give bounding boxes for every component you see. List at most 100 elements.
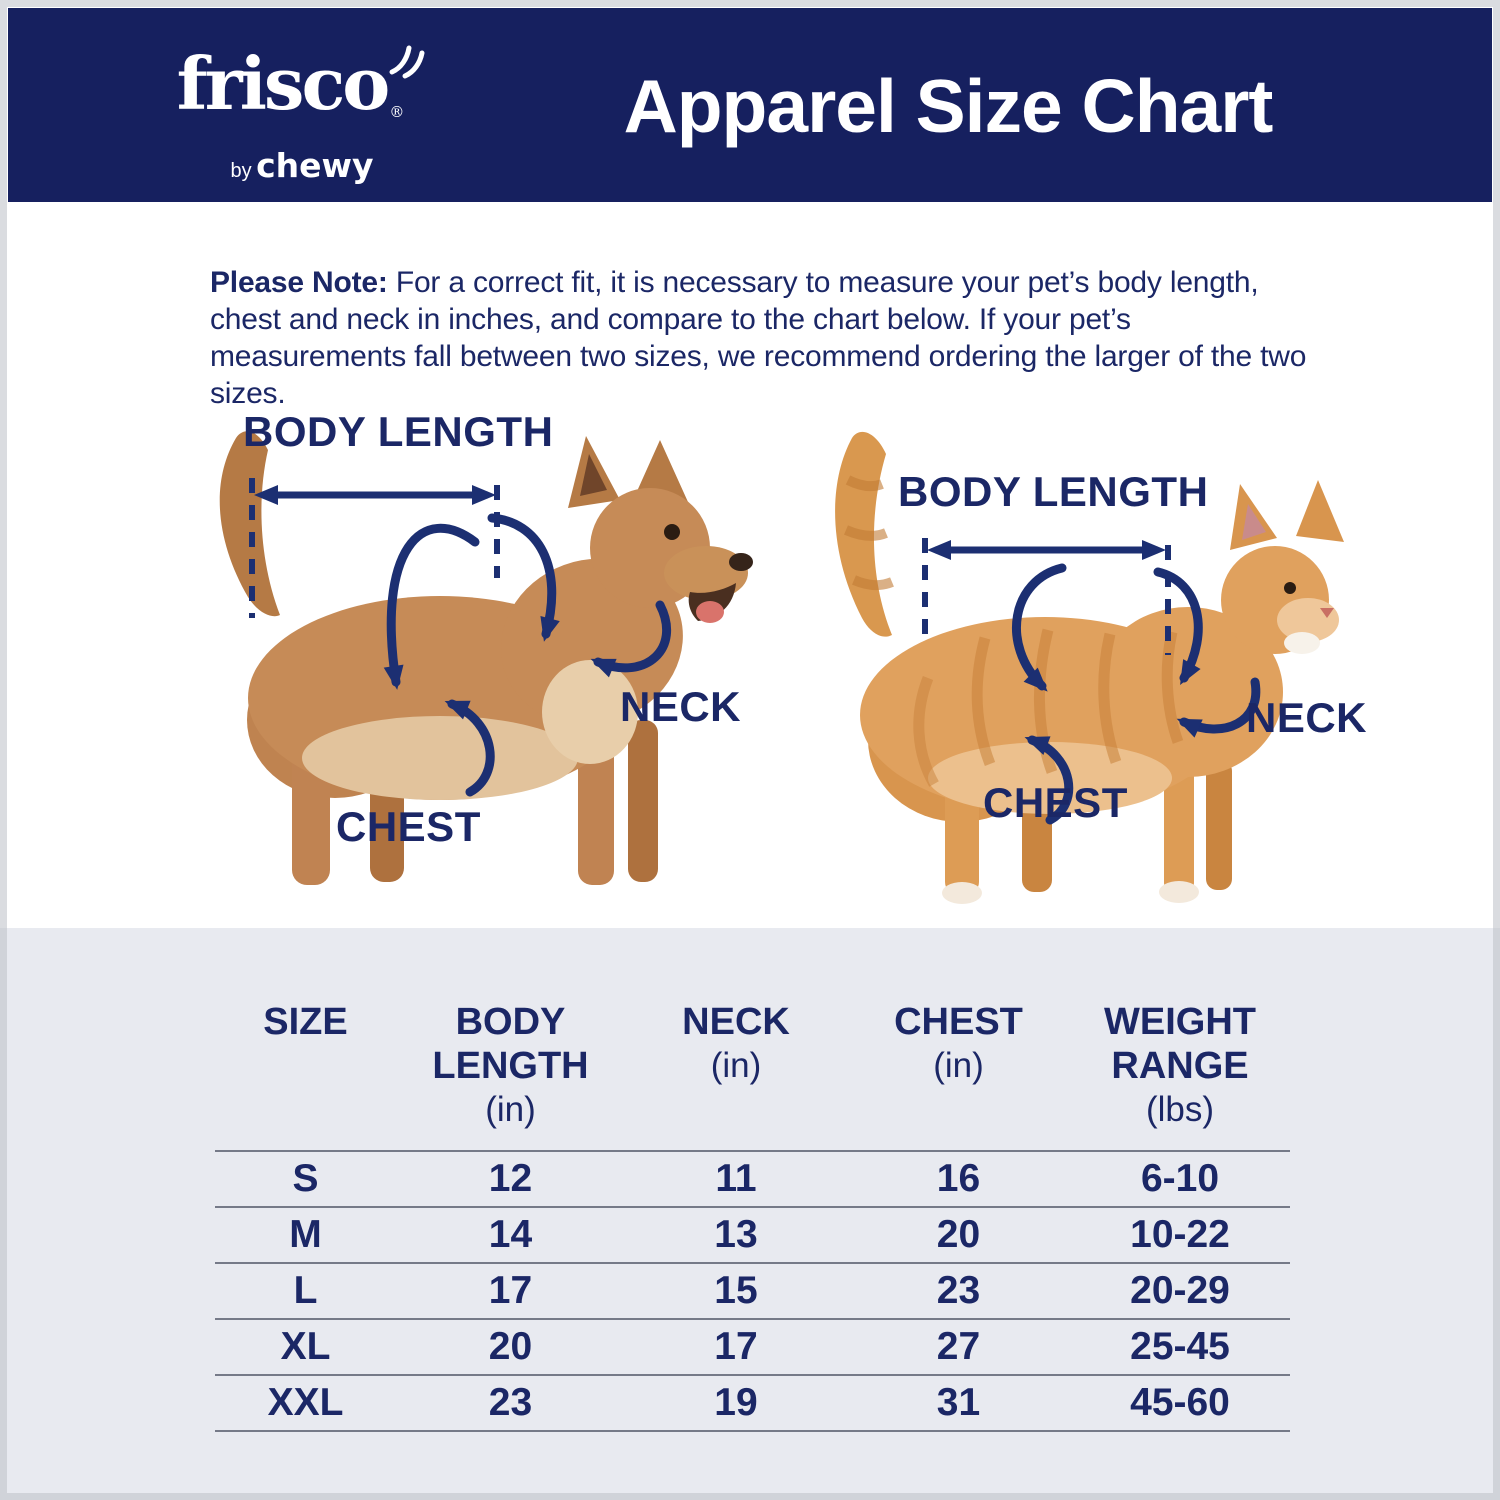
cell-body-length: 14	[488, 1213, 533, 1256]
size-table-body: S 12 11 16 6-10 M 14 13 20 10-22 L 17 15…	[215, 1150, 1290, 1432]
cell-chest: 16	[936, 1157, 981, 1200]
dog-tail	[219, 431, 280, 617]
table-row: M 14 13 20 10-22	[215, 1206, 1290, 1262]
cat-body-stripe-2	[1033, 628, 1058, 774]
cat-neck-label: NECK	[1246, 694, 1368, 741]
cat-haunch-stripe	[913, 676, 939, 787]
byline-prefix: by	[230, 160, 252, 182]
note-paragraph: Please Note: For a correct fit, it is ne…	[210, 264, 1315, 412]
cell-weight-range: 20-29	[1130, 1269, 1230, 1312]
size-table: SIZE BODY LENGTH (in) NECK (in) CHEST (in) …	[215, 1000, 1290, 1432]
cell-body-length: 20	[488, 1325, 533, 1368]
page-title: Apparel Size Chart	[623, 64, 1274, 148]
note-label: Please Note:	[210, 266, 388, 299]
cell-chest: 23	[936, 1269, 981, 1312]
cell-weight-range: 45-60	[1130, 1381, 1230, 1424]
frisco-wordmark: frisco ®	[176, 41, 425, 144]
cat-chin	[1284, 632, 1320, 654]
dog-chest-patch	[542, 660, 638, 764]
dog-chest-label: CHEST	[336, 803, 481, 850]
size-table-section: SIZE BODY LENGTH (in) NECK (in) CHEST (in) …	[0, 928, 1500, 1500]
logo-byline: by chewy	[158, 146, 418, 185]
cat-front-paw	[1159, 881, 1199, 903]
cell-neck: 11	[715, 1157, 757, 1200]
cat-neck-arrow	[1176, 677, 1261, 738]
cat-chest-arrow	[1024, 735, 1074, 825]
dog-body-length-label: BODY LENGTH	[243, 408, 554, 455]
size-table-header: SIZE BODY LENGTH (in) NECK (in) CHEST (in) …	[215, 1000, 1290, 1150]
dog-front-leg-near	[578, 725, 614, 885]
cat-tail-stripe-2	[844, 525, 888, 541]
logo-swoosh-icon	[389, 45, 425, 79]
cat-annotations	[922, 538, 1261, 825]
cell-chest: 31	[936, 1381, 981, 1424]
cell-size: L	[293, 1269, 318, 1312]
cat-eye	[1284, 582, 1296, 594]
cat-nose	[1320, 608, 1334, 618]
column-header-chest: CHEST (in)	[894, 1001, 1023, 1085]
brand-header: frisco ® by chewy Apparel Size Chart	[8, 8, 1492, 202]
cell-body-length: 12	[488, 1157, 533, 1200]
cat-withers-arrow-right	[1153, 567, 1203, 685]
cat-chest-label: CHEST	[983, 779, 1128, 826]
cat-front-leg-near	[1164, 765, 1194, 895]
cat-body-length-label: BODY LENGTH	[898, 468, 1209, 515]
cell-chest: 27	[936, 1325, 981, 1368]
cell-body-length: 23	[488, 1381, 533, 1424]
cell-neck: 15	[714, 1269, 758, 1312]
dog-tongue	[696, 601, 724, 623]
cell-weight-range: 25-45	[1130, 1325, 1230, 1368]
dog-ear-inner	[580, 454, 607, 496]
column-header-weight-range: WEIGHT RANGE (lbs)	[1104, 1001, 1256, 1129]
frisco-logo: frisco ® by chewy	[158, 41, 425, 185]
dog-illustration	[219, 431, 753, 885]
cat-withers-arrow-left	[1011, 563, 1067, 692]
table-row: XXL 23 19 31 45-60	[215, 1374, 1290, 1432]
cell-chest: 20	[936, 1213, 981, 1256]
dog-neck-label: NECK	[620, 683, 742, 730]
cat-ear-right	[1296, 480, 1344, 542]
registered-trademark-symbol: ®	[389, 103, 404, 121]
cat-body-stripe-1	[971, 636, 996, 766]
cat-body-stripe-4	[1161, 630, 1184, 744]
cell-weight-range: 10-22	[1130, 1213, 1230, 1256]
column-header-size: SIZE	[263, 1001, 348, 1043]
cell-size: M	[289, 1213, 322, 1256]
dog-front-leg-far	[628, 720, 658, 882]
cat-figure	[835, 431, 1344, 904]
dog-annotations	[249, 478, 672, 797]
cell-neck: 13	[714, 1213, 758, 1256]
cell-body-length: 17	[488, 1269, 533, 1312]
cat-shoulder	[1093, 607, 1283, 777]
cat-illustration	[835, 431, 1344, 904]
cat-tail-stripe-1	[845, 475, 884, 492]
cat-tail-stripe-3	[852, 575, 894, 591]
cell-neck: 17	[714, 1325, 758, 1368]
chewy-wordmark: chewy	[256, 146, 374, 185]
dog-withers-arrow-right	[487, 513, 560, 642]
cat-body-stripe-3	[1098, 632, 1122, 764]
cell-size: XXL	[267, 1381, 344, 1424]
table-row: S 12 11 16 6-10	[215, 1150, 1290, 1206]
cell-size: XL	[280, 1325, 331, 1368]
cell-size: S	[292, 1157, 319, 1200]
dog-withers-arrow-left	[383, 523, 480, 690]
frisco-wordmark-text: frisco	[176, 41, 391, 126]
dog-eye	[664, 524, 680, 540]
cat-ear-inner	[1242, 504, 1266, 540]
dog-figure	[219, 431, 753, 885]
cat-front-leg-far	[1206, 760, 1232, 890]
note-body: For a correct fit, it is necessary to me…	[210, 266, 1307, 410]
column-header-neck: NECK (in)	[682, 1001, 790, 1085]
dog-nose	[729, 553, 753, 571]
table-row: L 17 15 23 20-29	[215, 1262, 1290, 1318]
table-row: XL 20 17 27 25-45	[215, 1318, 1290, 1374]
dog-chest-arrow	[444, 699, 495, 797]
dog-neck-arrow	[590, 600, 672, 678]
dog-muzzle	[664, 546, 748, 600]
column-header-body-length: BODY LENGTH (in)	[432, 1001, 589, 1129]
dog-belly	[302, 716, 578, 800]
cat-hind-paw	[942, 882, 982, 904]
dog-ear-right	[634, 440, 688, 502]
